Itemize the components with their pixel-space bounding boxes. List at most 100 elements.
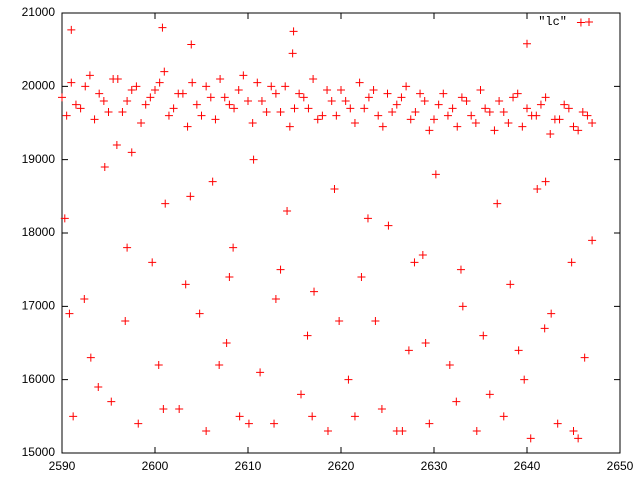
- legend-marker: [585, 18, 593, 26]
- point: [416, 89, 425, 98]
- point: [504, 119, 513, 127]
- point: [360, 104, 369, 113]
- point: [271, 295, 280, 303]
- point: [137, 119, 146, 127]
- point: [541, 93, 550, 102]
- point: [141, 100, 150, 109]
- point: [158, 23, 167, 32]
- point: [234, 86, 243, 94]
- point: [90, 115, 99, 124]
- point: [104, 108, 113, 116]
- point: [536, 100, 545, 109]
- point: [276, 108, 285, 116]
- point: [439, 89, 448, 98]
- point: [509, 93, 518, 102]
- point: [225, 100, 234, 109]
- point: [225, 273, 234, 281]
- point: [262, 108, 271, 116]
- point: [506, 280, 515, 289]
- point: [560, 100, 569, 109]
- point: [583, 111, 592, 120]
- point: [527, 111, 536, 120]
- point: [216, 75, 225, 83]
- point: [112, 141, 121, 149]
- point: [192, 100, 201, 109]
- point: [576, 18, 585, 27]
- point: [523, 39, 531, 48]
- point: [169, 104, 178, 113]
- point: [540, 324, 549, 333]
- point: [344, 375, 353, 384]
- point: [118, 108, 127, 116]
- legend-label: "lc": [538, 15, 567, 29]
- point: [175, 405, 184, 413]
- point: [58, 93, 66, 102]
- point: [363, 214, 372, 223]
- point: [239, 71, 248, 80]
- point: [197, 111, 206, 120]
- point: [335, 317, 344, 325]
- point: [553, 419, 562, 428]
- point: [313, 115, 322, 124]
- point: [374, 111, 383, 120]
- point: [392, 427, 401, 435]
- point: [514, 346, 523, 355]
- point: [520, 375, 529, 384]
- point: [267, 82, 276, 91]
- point: [332, 111, 341, 120]
- point: [443, 111, 452, 120]
- point: [62, 111, 71, 120]
- point: [107, 397, 116, 406]
- point: [402, 82, 411, 91]
- point: [456, 265, 465, 274]
- point: [229, 243, 238, 252]
- point: [458, 302, 467, 311]
- point: [578, 108, 587, 116]
- point: [65, 309, 74, 318]
- point: [270, 419, 279, 428]
- point: [164, 111, 173, 120]
- x-tick-label: 2620: [328, 459, 355, 473]
- point: [518, 122, 527, 131]
- point: [81, 82, 90, 91]
- point: [174, 89, 183, 98]
- point: [547, 309, 556, 318]
- point: [490, 126, 499, 135]
- point: [533, 185, 542, 193]
- y-tick-label: 19000: [22, 152, 56, 166]
- x-tick-label: 2630: [421, 459, 448, 473]
- point: [472, 427, 481, 435]
- point: [485, 108, 494, 116]
- point: [309, 75, 318, 83]
- point: [346, 104, 355, 113]
- point: [369, 86, 378, 94]
- point: [183, 122, 192, 131]
- point: [371, 317, 380, 325]
- point: [67, 25, 76, 34]
- point: [127, 86, 136, 94]
- point: [186, 192, 195, 201]
- point: [71, 100, 80, 109]
- x-tick-label: 2650: [607, 459, 634, 473]
- point: [154, 361, 163, 369]
- point: [588, 119, 597, 127]
- point: [523, 104, 531, 113]
- point: [299, 93, 308, 102]
- point: [541, 177, 550, 186]
- point: [161, 199, 170, 208]
- point: [341, 97, 350, 105]
- point: [80, 295, 89, 303]
- point: [411, 108, 420, 116]
- point: [155, 78, 164, 87]
- point: [123, 243, 132, 252]
- point: [445, 361, 454, 369]
- point: [327, 97, 336, 105]
- point: [406, 115, 415, 124]
- point: [230, 104, 239, 113]
- point: [244, 97, 252, 105]
- point: [121, 317, 130, 325]
- point: [123, 97, 132, 105]
- point: [479, 331, 488, 340]
- point: [134, 419, 143, 428]
- point: [215, 361, 224, 369]
